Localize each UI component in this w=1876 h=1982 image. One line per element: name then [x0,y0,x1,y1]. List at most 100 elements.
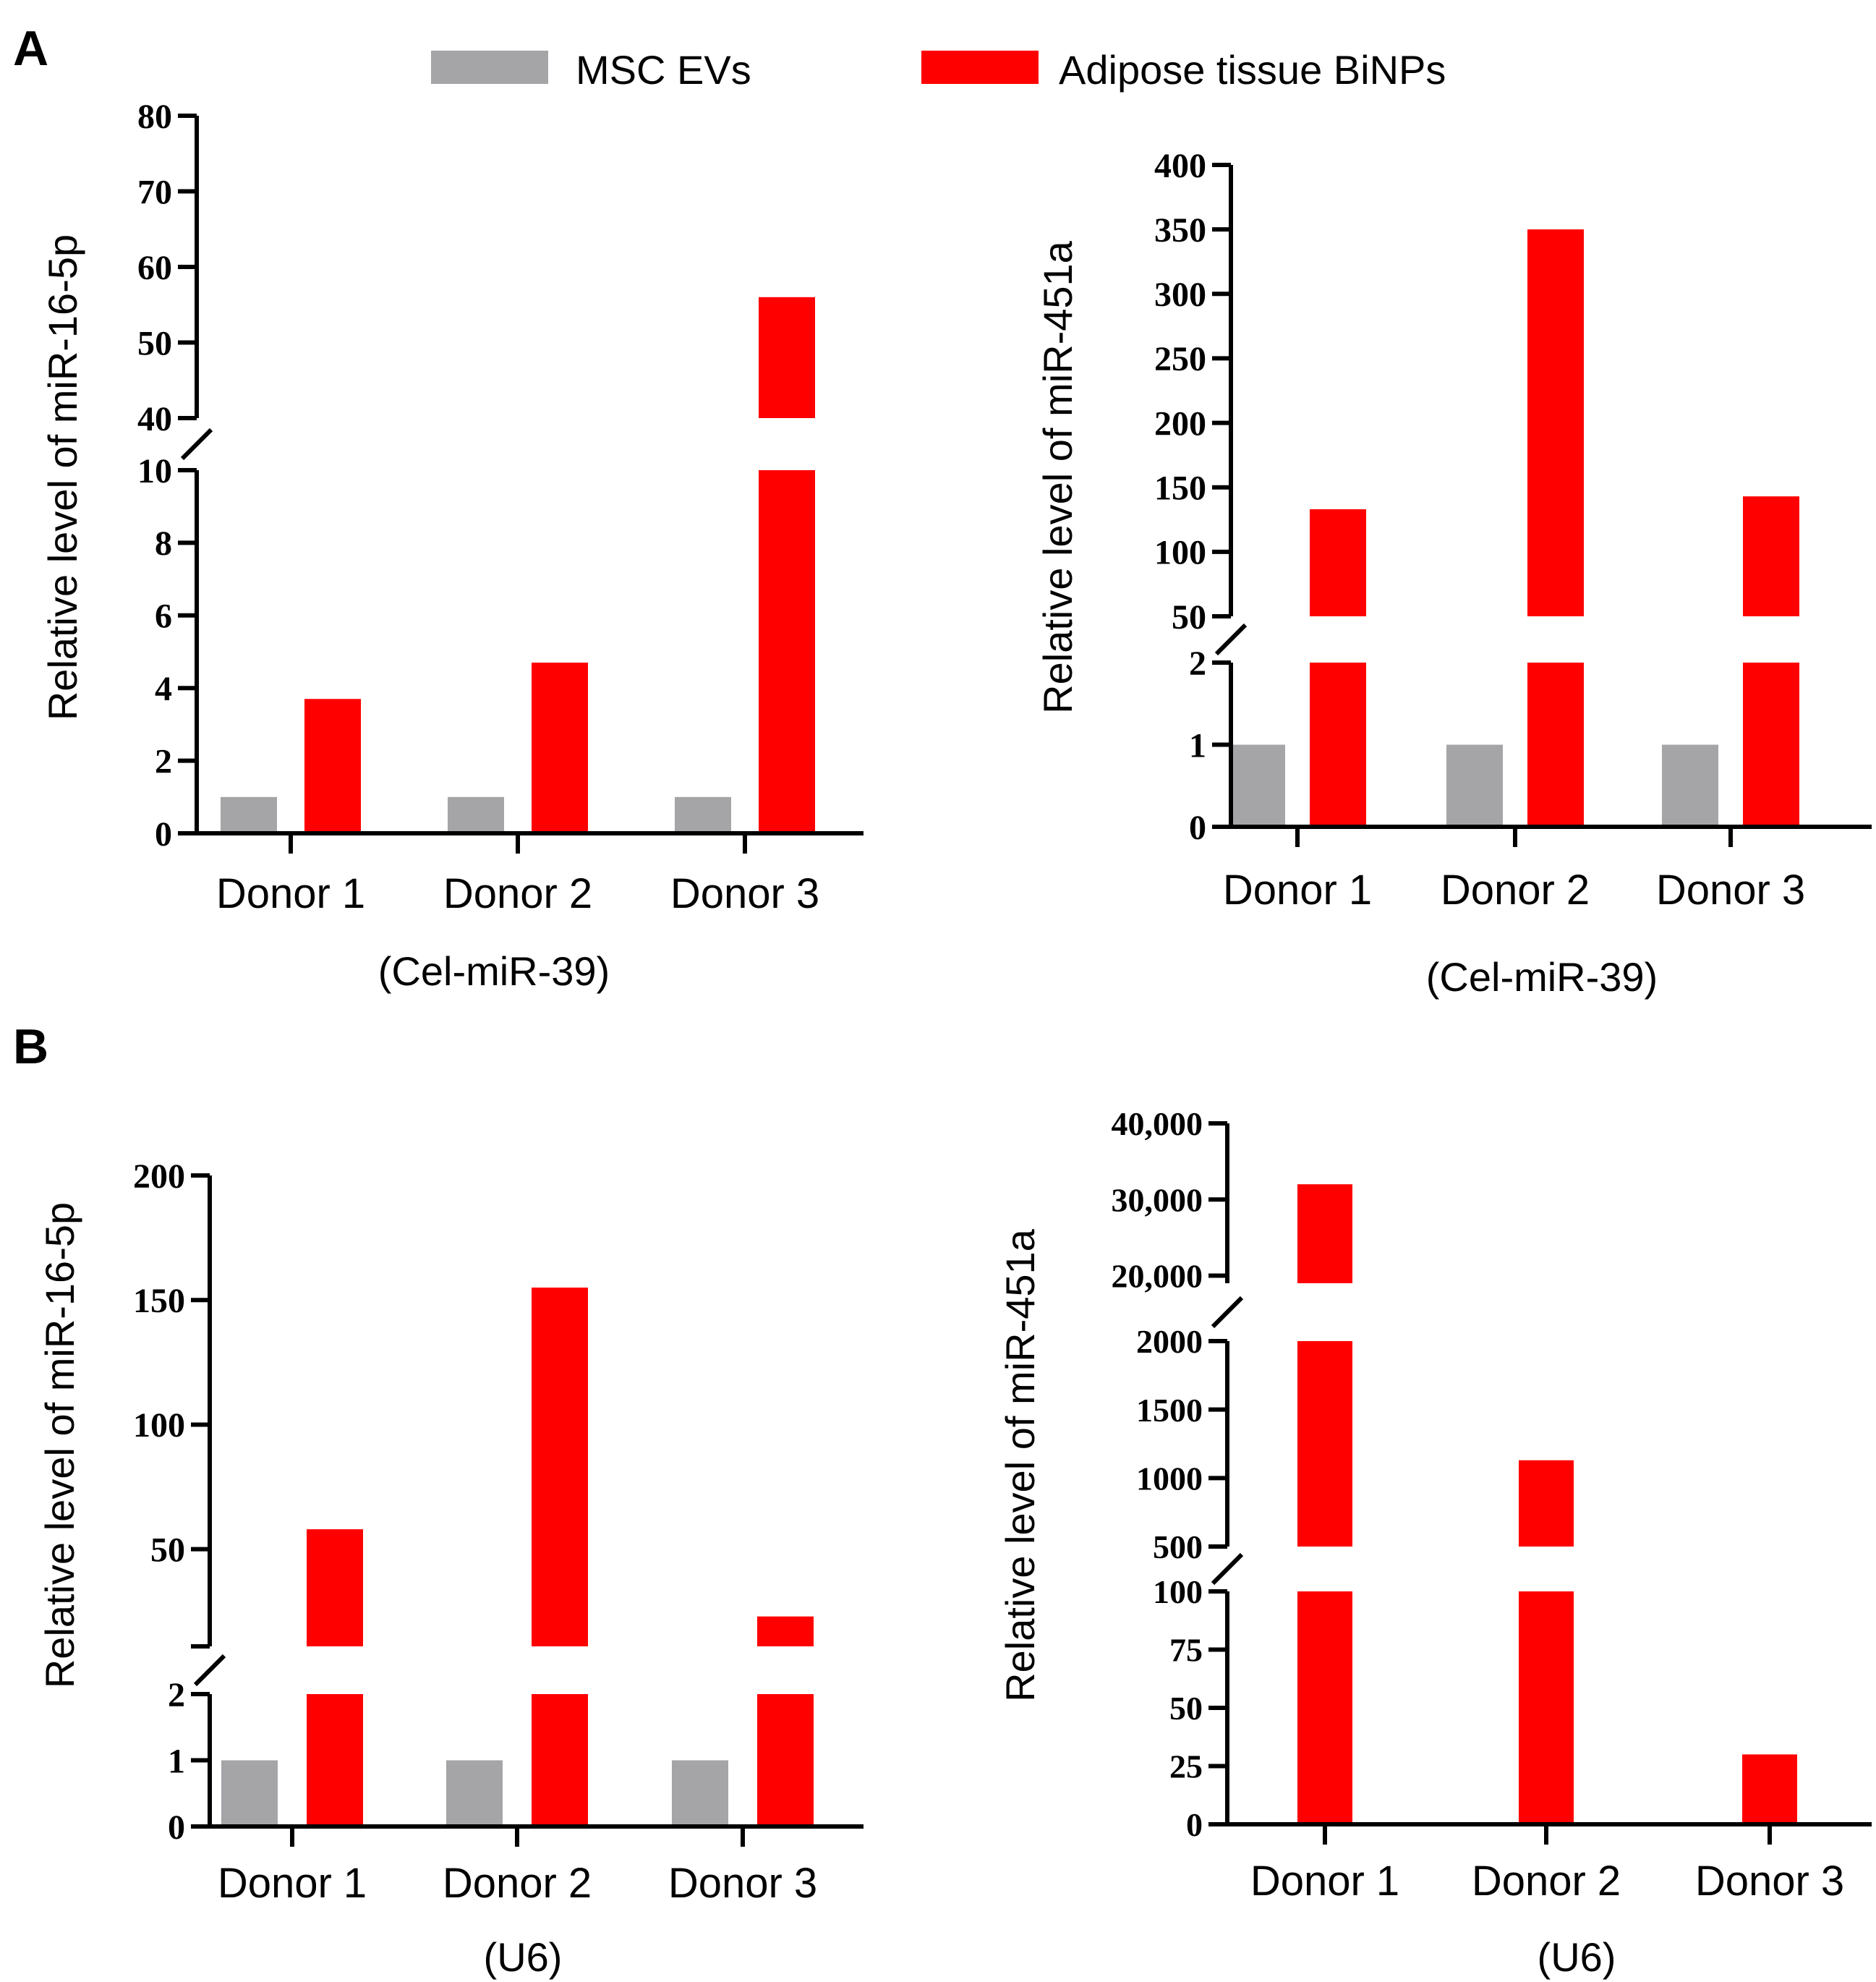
x-tick-label: Donor 3 [1695,1858,1844,1905]
y-tick-label: 150 [1154,469,1206,508]
bar-binps-donor2-seg0 [532,1694,588,1826]
y-axis-label: Relative level of miR-451a [997,1228,1043,1701]
x-tick-label: Donor 2 [1472,1858,1621,1905]
y-tick-label: 1 [168,1742,185,1780]
bar-binps-donor3-seg0 [759,470,815,833]
x-axis-label: (U6) [1538,1934,1616,1980]
y-tick-label: 1000 [1136,1460,1203,1497]
x-axis-label: (Cel-miR-39) [1426,954,1658,1000]
bar-binps-donor2-seg1 [532,1288,588,1646]
y-tick-label: 40 [137,400,172,438]
y-tick-label: 2 [1189,645,1206,683]
y-tick-label: 20,000 [1112,1258,1203,1295]
y-tick-label: 0 [155,815,172,854]
bar-binps-donor3-seg1 [759,297,815,418]
y-tick-label: 300 [1154,276,1206,314]
y-axis-label: Relative level of miR-16-5p [37,1202,82,1688]
y-tick-label: 2 [155,742,172,781]
axis-break-mark [1214,623,1248,656]
bar-binps-donor3-seg1 [1743,496,1799,616]
y-tick-label: 50 [1172,598,1206,637]
bar-binps-donor2-seg0 [532,663,588,833]
y-tick-label: 100 [133,1406,185,1445]
y-tick-label: 0 [1186,1806,1203,1843]
y-tick-label: 350 [1154,211,1206,250]
bar-msc-donor1-seg0 [221,1760,278,1826]
y-tick-label: 25 [1169,1748,1203,1785]
y-tick-label: 250 [1154,340,1206,378]
axis-break-mark [193,1654,226,1687]
legend-swatch-binps [921,51,1039,84]
x-tick-label: Donor 1 [218,1860,367,1907]
bar-binps-donor2-seg1 [1527,229,1584,617]
y-tick-label: 500 [1153,1528,1203,1565]
x-tick-label: Donor 3 [670,870,819,917]
y-tick-label: 50 [137,324,172,362]
x-tick-label: Donor 2 [1441,867,1590,914]
legend: MSC EVs Adipose tissue BiNPs [431,47,1446,93]
y-tick-label: 4 [155,670,172,708]
y-tick-label: 200 [133,1157,185,1196]
bar-binps-donor3-seg0 [1743,663,1799,827]
y-tick-label: 2000 [1136,1323,1203,1360]
legend-label-msc: MSC EVs [576,47,751,93]
bar-binps-donor2-seg0 [1519,1591,1574,1824]
legend-label-binps: Adipose tissue BiNPs [1059,47,1446,93]
bar-binps-donor2-seg1 [1519,1460,1574,1547]
y-tick-label: 200 [1154,404,1206,443]
bar-msc-donor2-seg0 [446,1760,503,1826]
x-axis-label: (Cel-miR-39) [378,948,610,994]
bar-binps-donor1-seg0 [1297,1591,1352,1824]
chart-a-mir16: 0 2 4 6 8 10 40 50 60 70 80 Donor 1 Donor 2 Donor 3 (C… [40,98,864,994]
bar-msc-donor1-seg0 [1229,744,1285,827]
bar-binps-donor3-seg0 [1742,1754,1797,1824]
y-tick-label: 0 [168,1808,185,1847]
bar-binps-donor1-seg1 [307,1529,363,1646]
y-tick-label: 1500 [1136,1392,1203,1429]
y-tick-label: 40,000 [1112,1105,1203,1142]
y-tick-label: 50 [1169,1690,1203,1727]
y-tick-label: 80 [137,98,172,136]
y-tick-label: 8 [155,524,172,563]
bar-binps-donor3-seg1 [757,1616,814,1646]
chart-b-mir16: 0 1 2 50 100 150 200 Donor 1 Donor 2 Donor 3 (U6) R… [37,1157,864,1980]
axis-break-mark [1211,1552,1244,1586]
y-axis-label: Relative level of miR-16-5p [40,234,85,720]
y-tick-label: 1 [1189,726,1206,765]
legend-swatch-msc [431,51,548,84]
y-tick-label: 75 [1169,1632,1203,1669]
chart-b-mir451: 0 25 50 75 100 500 1000 1500 2000 20,000 30,000 40,… [997,1105,1872,1980]
bar-msc-donor1-seg0 [221,796,277,833]
axis-break-mark [1211,1296,1244,1329]
axis-break-mark [180,428,213,461]
x-tick-label: Donor 1 [1223,867,1372,914]
x-axis-label: (U6) [484,1934,563,1980]
bar-binps-donor1-seg2 [1297,1184,1352,1283]
bar-msc-donor3-seg0 [675,796,731,833]
y-tick-label: 400 [1154,147,1206,185]
x-tick-label: Donor 2 [443,870,592,917]
bar-binps-donor1-seg1 [1310,509,1366,616]
bar-binps-donor3-seg0 [757,1694,814,1826]
panel-label-b: B [13,1019,48,1074]
y-tick-label: 50 [150,1531,185,1569]
x-tick-label: Donor 1 [1250,1858,1399,1905]
y-tick-label: 30,000 [1112,1181,1203,1218]
y-tick-label: 150 [133,1282,185,1320]
bar-msc-donor3-seg0 [672,1760,728,1826]
panel-label-a: A [13,21,48,76]
bar-msc-donor2-seg0 [1446,744,1503,827]
y-tick-label: 0 [1189,809,1206,847]
y-tick-label: 2 [168,1676,185,1714]
bar-binps-donor1-seg1 [1297,1341,1352,1547]
bar-binps-donor1-seg0 [307,1694,363,1826]
x-tick-label: Donor 2 [443,1860,592,1907]
bar-binps-donor1-seg0 [1310,663,1366,827]
bar-msc-donor2-seg0 [448,796,504,833]
bar-msc-donor3-seg0 [1662,744,1718,827]
y-tick-label: 100 [1153,1573,1203,1610]
bar-binps-donor2-seg0 [1527,663,1584,827]
y-tick-label: 10 [137,452,172,490]
